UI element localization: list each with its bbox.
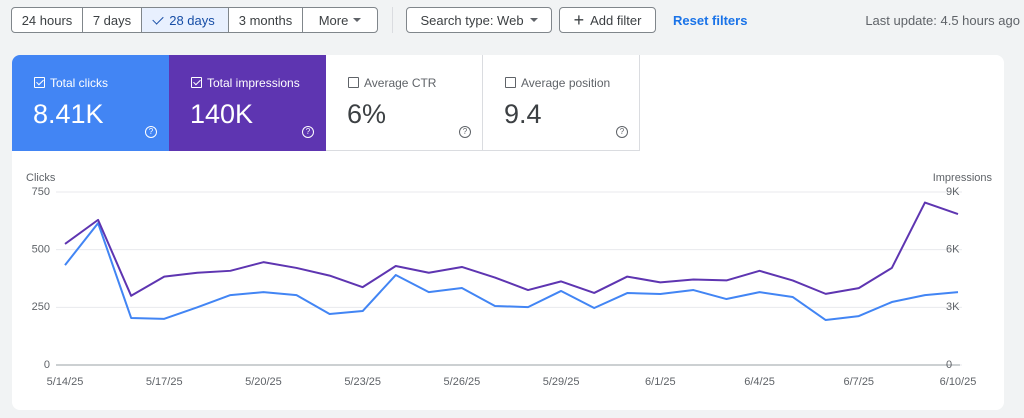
last-update: Last update: 4.5 hours ago: [865, 13, 1020, 28]
date-range-label: 7 days: [92, 12, 132, 28]
metric-card[interactable]: Total impressions 140K?: [169, 55, 326, 151]
date-range-button[interactable]: 24 hours: [11, 7, 83, 33]
x-tick-label: 6/10/25: [940, 376, 977, 388]
metric-value: 6%: [347, 99, 387, 129]
date-range-label: 3 months: [238, 12, 293, 28]
date-range-button[interactable]: 7 days: [82, 7, 142, 33]
checkbox: [348, 77, 359, 88]
y-tick-label: 500: [32, 244, 50, 256]
add-filter-label: Add filter: [590, 12, 642, 28]
y2-axis-title: Impressions: [933, 172, 993, 184]
check-icon: [152, 12, 164, 25]
check-icon: [193, 77, 201, 86]
metric-label: Average CTR: [364, 76, 437, 90]
date-range-button[interactable]: 3 months: [228, 7, 303, 33]
x-tick-label: 5/29/25: [543, 376, 580, 388]
help-icon: ?: [302, 126, 314, 138]
x-tick-label: 6/7/25: [843, 376, 874, 388]
x-tick-label: 5/17/25: [146, 376, 183, 388]
help-icon: ?: [616, 126, 628, 138]
metric-value: 140K: [190, 99, 254, 129]
series-line: [64, 201, 959, 297]
x-tick-label: 5/26/25: [444, 376, 481, 388]
metric-card[interactable]: Average CTR 6%?: [326, 55, 483, 151]
x-tick-label: 6/1/25: [645, 376, 676, 388]
y2-tick-label: 3K: [946, 301, 960, 313]
date-range-label: 28 days: [169, 12, 215, 28]
more-button[interactable]: More: [302, 7, 378, 33]
y-tick-label: 0: [44, 359, 50, 371]
help-icon: ?: [459, 126, 471, 138]
search-type-button[interactable]: Search type: Web: [406, 7, 552, 33]
metric-value: 8.41K: [33, 99, 104, 129]
checkbox: [505, 77, 516, 88]
y-tick-label: 750: [32, 186, 50, 198]
x-tick-label: 5/14/25: [47, 376, 84, 388]
metric-label: Average position: [521, 76, 611, 90]
help-icon: ?: [145, 126, 157, 138]
dropdown-icon: [353, 18, 362, 22]
separator: [392, 7, 393, 33]
metric-card[interactable]: Average position 9.4?: [483, 55, 640, 151]
y-axis-title: Clicks: [26, 172, 56, 184]
date-range-label: 24 hours: [21, 12, 73, 28]
check-icon: [36, 77, 44, 86]
y2-tick-label: 9K: [946, 186, 960, 198]
reset-filters-link[interactable]: Reset filters: [673, 13, 748, 28]
y2-tick-label: 0: [946, 359, 952, 371]
add-filter-button[interactable]: + Add filter: [559, 7, 656, 33]
x-tick-label: 5/23/25: [344, 376, 381, 388]
x-tick-label: 5/20/25: [245, 376, 282, 388]
plus-icon: +: [573, 9, 585, 30]
more-label: More: [318, 12, 349, 28]
y-tick-label: 250: [32, 301, 50, 313]
y2-tick-label: 6K: [946, 244, 960, 256]
dropdown-icon: [529, 18, 538, 22]
metric-card[interactable]: Total clicks 8.41K?: [12, 55, 169, 151]
metric-value: 9.4: [504, 99, 542, 129]
series-line: [64, 222, 959, 322]
checkbox: [34, 77, 45, 88]
x-tick-label: 6/4/25: [744, 376, 775, 388]
search-type-label: Search type: Web: [420, 12, 524, 28]
metric-label: Total impressions: [207, 76, 300, 90]
checkbox: [191, 77, 202, 88]
metric-label: Total clicks: [50, 76, 109, 90]
date-range-button[interactable]: 28 days: [141, 7, 229, 33]
